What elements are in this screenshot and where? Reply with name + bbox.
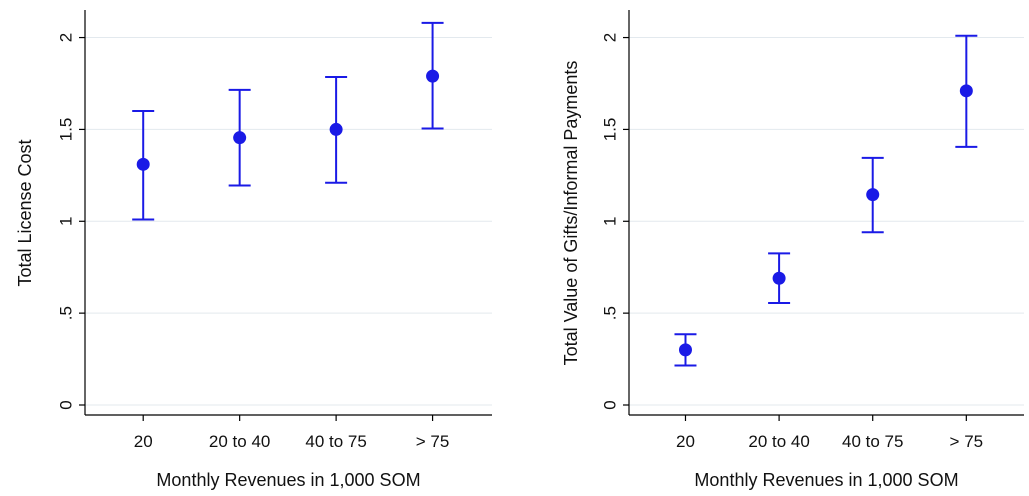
x-tick-label: 20 to 40 bbox=[748, 432, 809, 451]
y-tick-label: 0 bbox=[600, 400, 619, 409]
y-tick-label: 1.5 bbox=[56, 118, 75, 142]
y-tick-label: 0 bbox=[56, 400, 75, 409]
x-tick-label: 40 to 75 bbox=[305, 432, 366, 451]
y-tick-label: 1.5 bbox=[600, 118, 619, 142]
y-axis-title: Total License Cost bbox=[15, 139, 35, 286]
data-point bbox=[772, 271, 786, 285]
data-point bbox=[678, 343, 692, 357]
x-tick-label: 40 to 75 bbox=[842, 432, 903, 451]
x-axis-title: Monthly Revenues in 1,000 SOM bbox=[694, 470, 958, 490]
x-tick-label: > 75 bbox=[950, 432, 984, 451]
x-axis-title: Monthly Revenues in 1,000 SOM bbox=[156, 470, 420, 490]
y-axis-title: Total Value of Gifts/Informal Payments bbox=[561, 61, 581, 366]
data-point bbox=[233, 131, 247, 145]
x-tick-label: > 75 bbox=[416, 432, 450, 451]
x-tick-label: 20 bbox=[676, 432, 695, 451]
data-point bbox=[959, 84, 973, 98]
data-point bbox=[136, 157, 150, 171]
data-point bbox=[866, 188, 880, 202]
y-tick-label: 2 bbox=[56, 33, 75, 42]
y-tick-label: 1 bbox=[56, 217, 75, 226]
data-point bbox=[426, 69, 440, 83]
data-point bbox=[329, 122, 343, 136]
panel-total-license-cost: 0 .5 1 1.5 2 20 20 to 40 40 to 75 > 75 Monthly Re… bbox=[15, 10, 492, 490]
y-tick-label: 1 bbox=[600, 217, 619, 226]
x-tick-label: 20 to 40 bbox=[209, 432, 270, 451]
y-tick-label: .5 bbox=[600, 306, 619, 320]
panel-gifts-informal-payments: 0 .5 1 1.5 2 20 20 to 40 40 to 75 > 75 Monthly Re… bbox=[561, 10, 1024, 490]
x-tick-label: 20 bbox=[134, 432, 153, 451]
y-tick-label: .5 bbox=[56, 306, 75, 320]
y-tick-label: 2 bbox=[600, 33, 619, 42]
